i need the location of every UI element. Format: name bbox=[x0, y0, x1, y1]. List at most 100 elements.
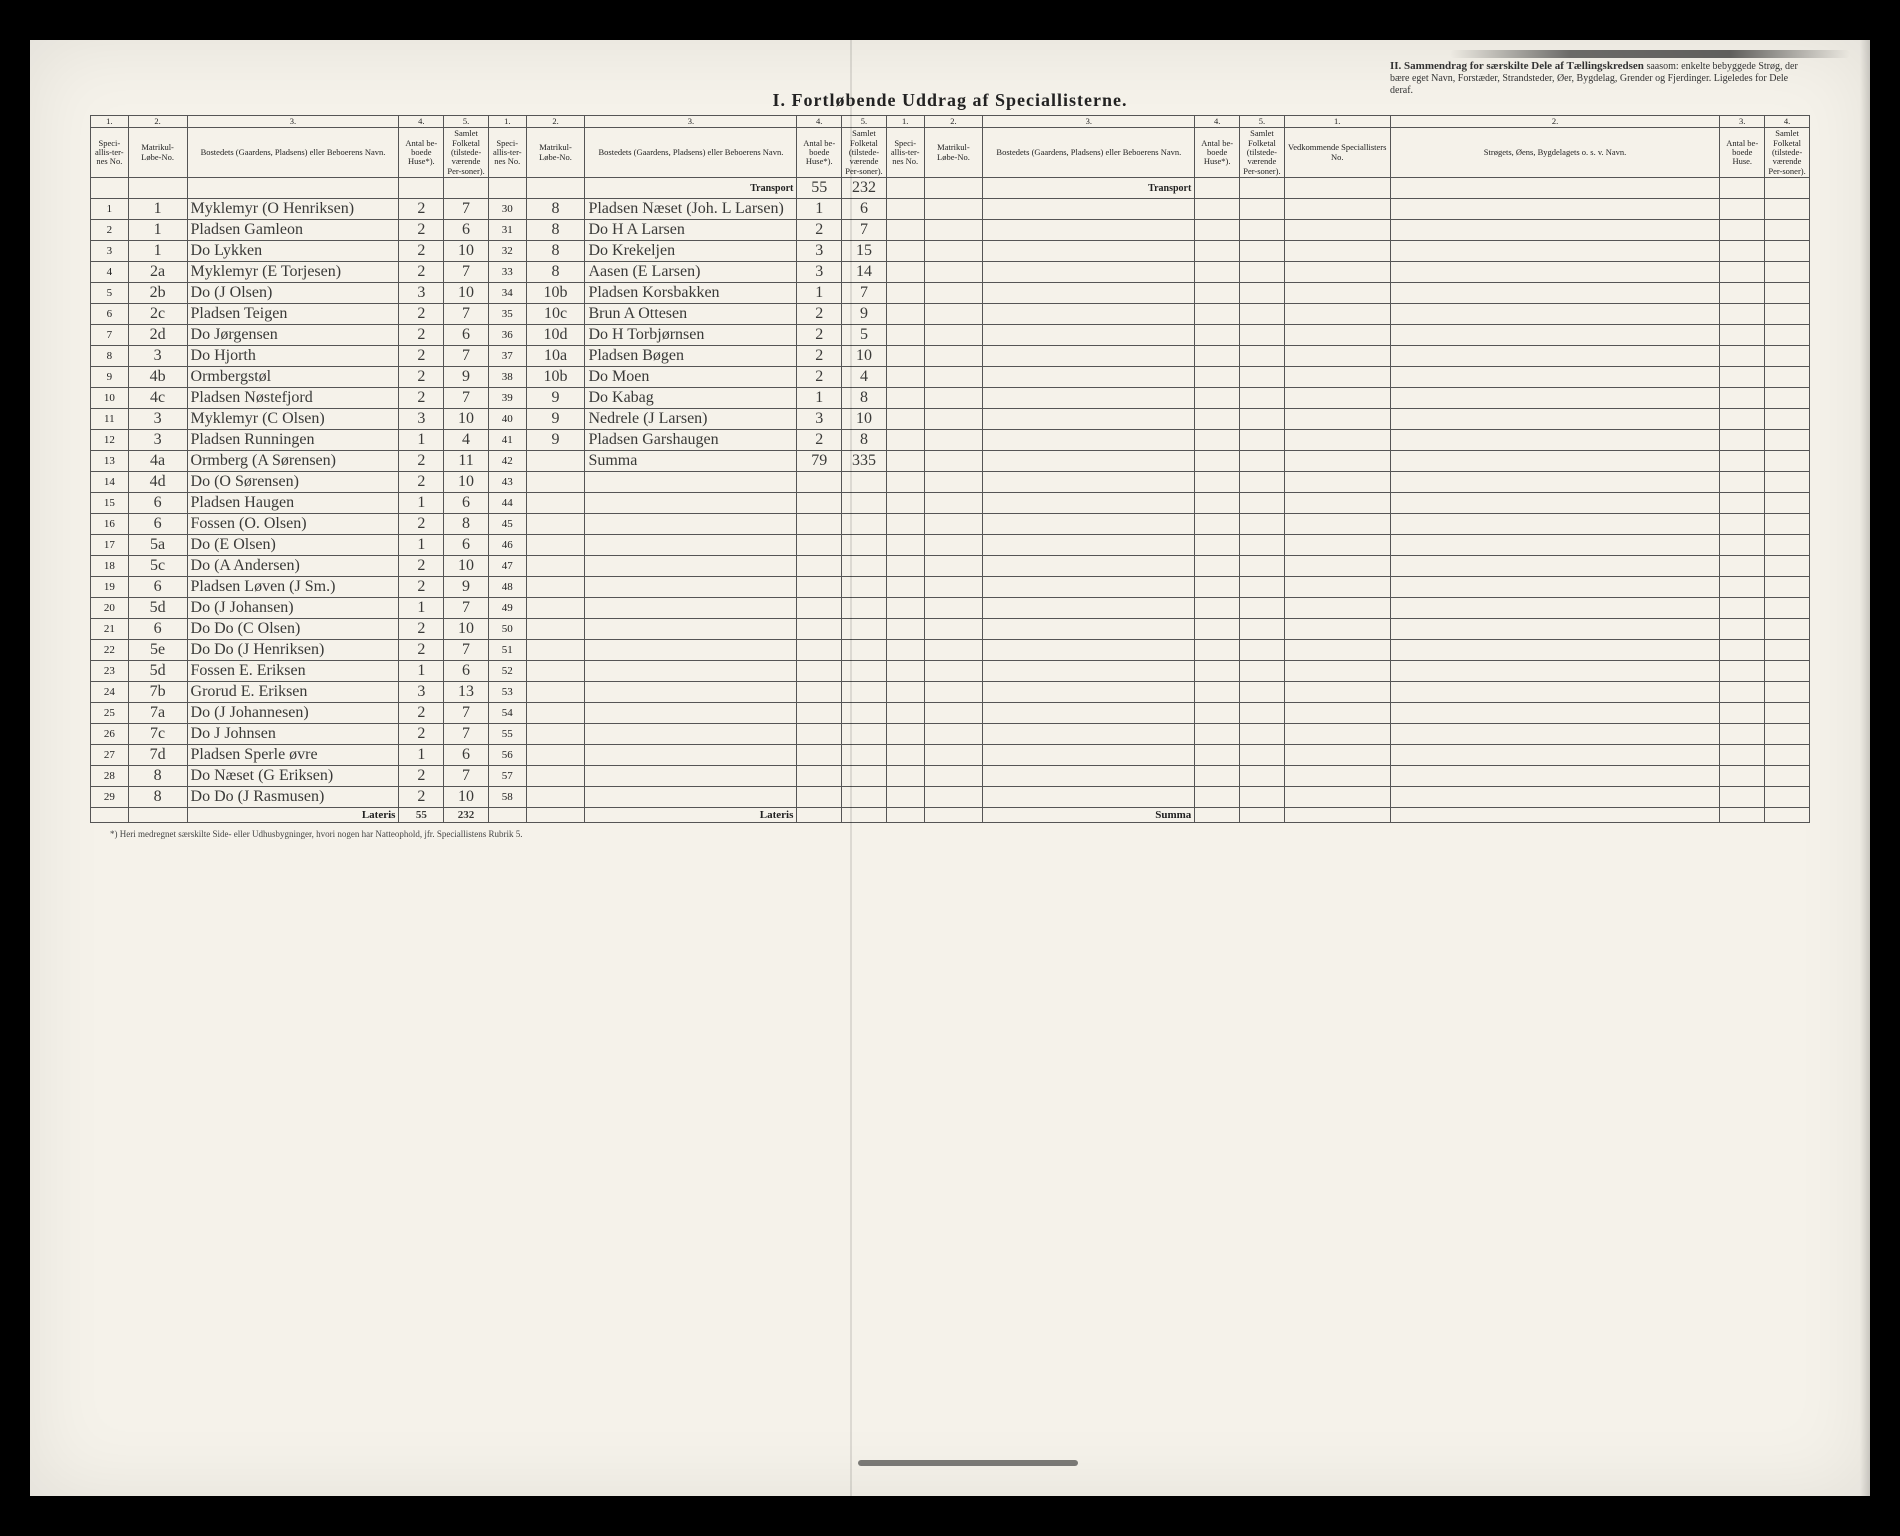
cell bbox=[1390, 472, 1720, 493]
cell bbox=[886, 430, 924, 451]
page-fold bbox=[850, 40, 852, 1496]
cell bbox=[924, 325, 983, 346]
houses: 2 bbox=[399, 199, 444, 220]
cell bbox=[1240, 325, 1285, 346]
table-row: 156Pladsen Haugen1644 bbox=[91, 493, 1810, 514]
row-number: 19 bbox=[91, 577, 129, 598]
houses: 2 bbox=[399, 766, 444, 787]
cell bbox=[983, 556, 1195, 577]
cell bbox=[1240, 367, 1285, 388]
cell bbox=[1390, 178, 1720, 199]
persons: 13 bbox=[444, 682, 489, 703]
cell bbox=[886, 640, 924, 661]
cell bbox=[924, 577, 983, 598]
cell bbox=[1240, 619, 1285, 640]
houses: 2 bbox=[797, 430, 842, 451]
houses: 1 bbox=[797, 283, 842, 304]
cell bbox=[1765, 241, 1810, 262]
place-name: Do (E Olsen) bbox=[187, 535, 399, 556]
place-name: Grorud E. Eriksen bbox=[187, 682, 399, 703]
place-name: Pladsen Gamleon bbox=[187, 220, 399, 241]
houses: 2 bbox=[399, 388, 444, 409]
colnum: 5. bbox=[444, 116, 489, 128]
row-number: 52 bbox=[488, 661, 526, 682]
row-number: 33 bbox=[488, 262, 526, 283]
col-header: Samlet Folketal (tilstede-værende Per-so… bbox=[842, 128, 887, 178]
row-number: 18 bbox=[91, 556, 129, 577]
cell bbox=[983, 451, 1195, 472]
cell bbox=[886, 745, 924, 766]
cell bbox=[983, 346, 1195, 367]
row-number: 21 bbox=[91, 619, 129, 640]
cell bbox=[983, 661, 1195, 682]
cell bbox=[886, 661, 924, 682]
colnum: 4. bbox=[797, 116, 842, 128]
cell bbox=[1240, 262, 1285, 283]
place-name: Brun A Ottesen bbox=[585, 304, 797, 325]
cell bbox=[1720, 283, 1765, 304]
matrikul: 3 bbox=[128, 430, 187, 451]
place-name: Aasen (E Larsen) bbox=[585, 262, 797, 283]
matrikul: 6 bbox=[128, 514, 187, 535]
row-number: 58 bbox=[488, 787, 526, 808]
cell bbox=[924, 346, 983, 367]
cell bbox=[1240, 808, 1285, 823]
cell bbox=[1720, 535, 1765, 556]
cell bbox=[1390, 535, 1720, 556]
cell bbox=[1195, 745, 1240, 766]
cell bbox=[842, 766, 887, 787]
place-name: Pladsen Næset (Joh. L Larsen) bbox=[585, 199, 797, 220]
cell bbox=[1240, 724, 1285, 745]
matrikul: 9 bbox=[526, 430, 585, 451]
row-number: 35 bbox=[488, 304, 526, 325]
cell bbox=[1720, 661, 1765, 682]
colnum: 4. bbox=[1765, 116, 1810, 128]
cell bbox=[886, 262, 924, 283]
cell bbox=[886, 724, 924, 745]
row-number: 54 bbox=[488, 703, 526, 724]
row-number: 34 bbox=[488, 283, 526, 304]
cell bbox=[842, 808, 887, 823]
cell bbox=[1240, 430, 1285, 451]
cell bbox=[1284, 745, 1390, 766]
place-name: Pladsen Haugen bbox=[187, 493, 399, 514]
row-number: 26 bbox=[91, 724, 129, 745]
houses: 3 bbox=[399, 682, 444, 703]
cell bbox=[924, 682, 983, 703]
cell bbox=[1390, 661, 1720, 682]
cell bbox=[1195, 262, 1240, 283]
place-name: Myklemyr (O Henriksen) bbox=[187, 199, 399, 220]
row-number: 45 bbox=[488, 514, 526, 535]
row-number: 4 bbox=[91, 262, 129, 283]
transport-row: Transport55232Transport bbox=[91, 178, 1810, 199]
houses: 2 bbox=[399, 220, 444, 241]
row-number: 42 bbox=[488, 451, 526, 472]
houses: 2 bbox=[399, 451, 444, 472]
place-name: Do Næset (G Eriksen) bbox=[187, 766, 399, 787]
cell bbox=[1195, 304, 1240, 325]
cell bbox=[1195, 787, 1240, 808]
colnum: 2. bbox=[1390, 116, 1720, 128]
cell bbox=[1765, 661, 1810, 682]
cell bbox=[526, 661, 585, 682]
colnum: 1. bbox=[488, 116, 526, 128]
row-number: 8 bbox=[91, 346, 129, 367]
persons: 15 bbox=[842, 241, 887, 262]
houses: 2 bbox=[399, 472, 444, 493]
matrikul: 10a bbox=[526, 346, 585, 367]
cell bbox=[526, 514, 585, 535]
cell bbox=[526, 535, 585, 556]
cell bbox=[1720, 262, 1765, 283]
place-name: Pladsen Teigen bbox=[187, 304, 399, 325]
row-number: 7 bbox=[91, 325, 129, 346]
cell bbox=[1240, 241, 1285, 262]
summa-c5: 335 bbox=[842, 451, 887, 472]
col-header: Antal be-boede Huse*). bbox=[399, 128, 444, 178]
matrikul: 1 bbox=[128, 241, 187, 262]
row-number: 22 bbox=[91, 640, 129, 661]
houses: 1 bbox=[399, 745, 444, 766]
cell bbox=[924, 766, 983, 787]
cell bbox=[1240, 598, 1285, 619]
cell bbox=[1195, 325, 1240, 346]
houses: 2 bbox=[399, 367, 444, 388]
